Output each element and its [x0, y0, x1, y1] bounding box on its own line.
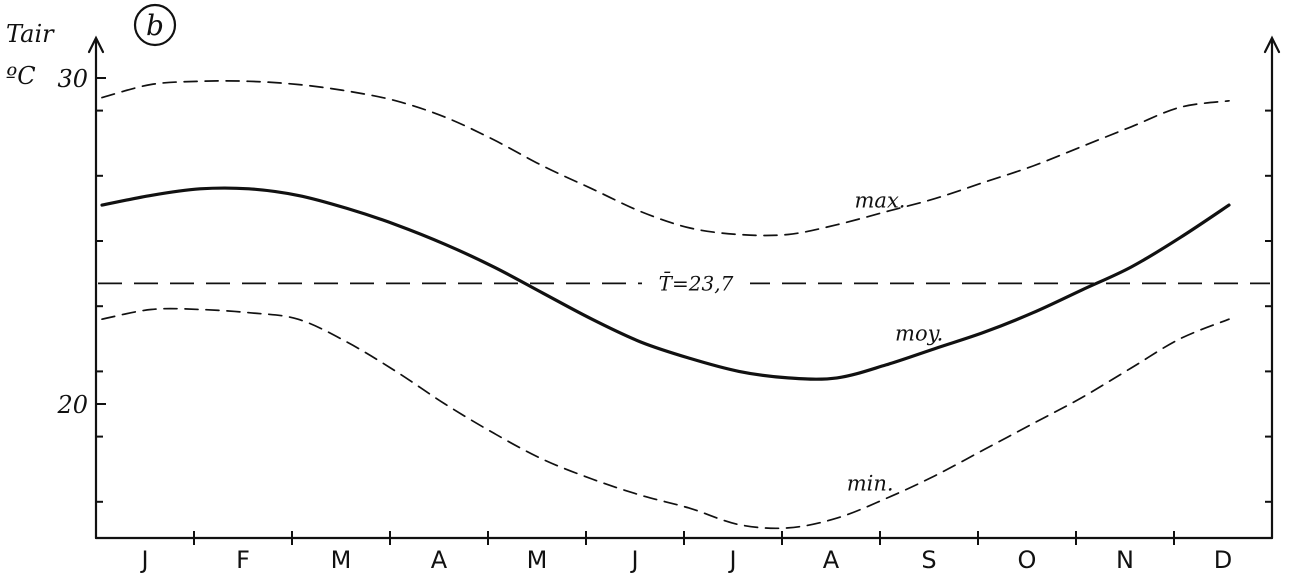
x-tick-label: A	[823, 546, 840, 574]
x-tick-label: D	[1214, 546, 1232, 574]
panel-label-circle	[133, 3, 177, 47]
y-axis-label: Tair	[6, 20, 55, 48]
x-tick-label: J	[139, 546, 148, 574]
x-tick-label: M	[527, 546, 548, 574]
x-tick-label: J	[727, 546, 736, 574]
series-label-min: min.	[847, 472, 894, 496]
series-labels: max. moy. min. T̄=23,7	[642, 189, 943, 496]
series-layer	[98, 80, 1270, 530]
x-tick-label: F	[236, 546, 250, 574]
x-tick-label: S	[921, 546, 936, 574]
series-line-min	[101, 307, 1230, 530]
x-tick-label: A	[431, 546, 448, 574]
x-tick-label: N	[1116, 546, 1134, 574]
y-axis-right-arrow	[1263, 35, 1281, 54]
mean-line-label: T̄=23,7	[659, 271, 734, 296]
x-tick-label: M	[331, 546, 352, 574]
series-line-moy	[100, 186, 1231, 381]
series-label-max: max.	[855, 189, 906, 213]
y-axis-left-arrow	[87, 35, 105, 54]
y-axis-unit: ºC	[6, 62, 36, 90]
panel-label: b	[146, 9, 164, 42]
x-tick-label: O	[1018, 546, 1037, 574]
series-line-max	[101, 80, 1230, 237]
y-ticks: 30 20	[56, 65, 1272, 503]
series-label-moy: moy.	[895, 322, 943, 346]
mean-label-bg	[642, 267, 750, 294]
y-tick-label: 20	[56, 391, 88, 419]
y-tick-label: 30	[57, 65, 88, 93]
x-tick-label: J	[629, 546, 638, 574]
